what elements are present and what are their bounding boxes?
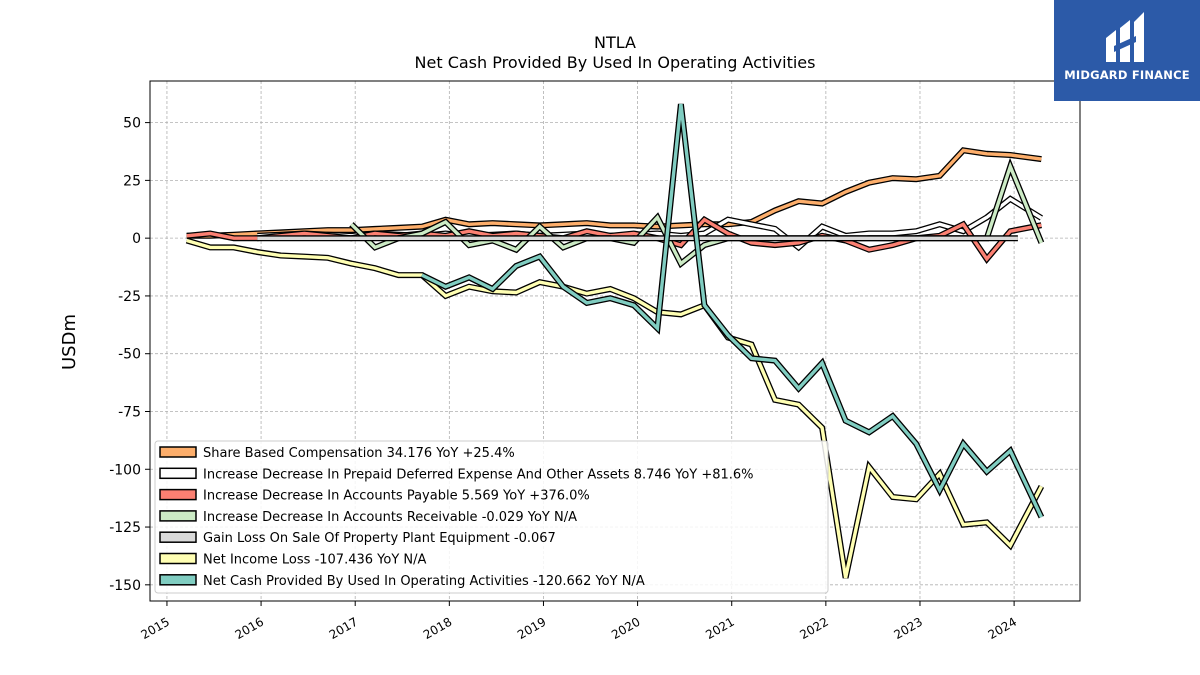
legend: Share Based Compensation 34.176 YoY +25.… xyxy=(154,440,829,594)
series-line xyxy=(421,103,1043,518)
series-line xyxy=(186,238,1043,579)
x-tick-label: 2024 xyxy=(986,615,1019,642)
y-tick-label: 0 xyxy=(132,231,141,247)
legend-box xyxy=(154,440,829,594)
legend-swatch xyxy=(159,488,197,501)
y-tick-label: -50 xyxy=(118,347,141,363)
x-tick-label: 2017 xyxy=(327,615,360,642)
legend-label: Gain Loss On Sale Of Property Plant Equi… xyxy=(203,531,556,546)
x-tick-label: 2015 xyxy=(139,615,172,642)
x-tick-label: 2020 xyxy=(609,615,642,642)
series-5 xyxy=(185,237,1045,579)
brand-name: MIDGARD FINANCE xyxy=(1064,68,1190,82)
x-tick-label: 2019 xyxy=(515,615,548,642)
series-line-outline xyxy=(186,147,1042,239)
y-tick-label: 50 xyxy=(123,116,141,132)
y-tick-label: -75 xyxy=(118,404,141,420)
y-tick-label: -150 xyxy=(109,578,141,594)
series-0 xyxy=(186,147,1042,239)
legend-swatch xyxy=(159,574,197,586)
midgard-finance-logo: MIDGARD FINANCE xyxy=(1054,0,1200,101)
x-tick-label: 2016 xyxy=(233,615,266,642)
legend-label: Net Income Loss -107.436 YoY N/A xyxy=(203,553,426,568)
logo-mark-icon xyxy=(1054,0,1200,101)
x-tick-label: 2021 xyxy=(703,615,736,642)
y-tick-label: -125 xyxy=(109,520,141,536)
axes: 50 25 0 -25 -50 -75 -100 -125 -150 2015 2016 2017 20… xyxy=(109,116,1019,642)
x-tick-label: 2018 xyxy=(421,615,454,642)
x-tick-label: 2022 xyxy=(797,615,830,642)
legend-label: Net Cash Provided By Used In Operating A… xyxy=(203,574,645,589)
series-group xyxy=(185,103,1045,579)
legend-swatch xyxy=(159,531,197,543)
y-tick-label: -25 xyxy=(118,289,141,305)
legend-swatch xyxy=(159,510,197,522)
y-axis-label: USDm xyxy=(59,314,80,370)
y-tick-label: 25 xyxy=(123,173,141,189)
legend-label: Increase Decrease In Prepaid Deferred Ex… xyxy=(203,467,754,482)
legend-swatch xyxy=(159,446,197,458)
series-6 xyxy=(420,103,1045,519)
series-line xyxy=(186,148,1042,238)
plot-frame xyxy=(149,80,1081,602)
y-tick-label: -100 xyxy=(109,462,141,478)
legend-swatch xyxy=(159,552,197,565)
legend-label: Increase Decrease In Accounts Payable 5.… xyxy=(203,489,590,504)
legend-label: Increase Decrease In Accounts Receivable… xyxy=(203,510,577,525)
x-tick-label: 2023 xyxy=(892,615,925,642)
chart-subtitle: Net Cash Provided By Used In Operating A… xyxy=(415,53,816,72)
chart-title: NTLA xyxy=(594,33,636,52)
legend-label: Share Based Compensation 34.176 YoY +25.… xyxy=(203,446,515,461)
legend-swatch xyxy=(159,467,197,480)
